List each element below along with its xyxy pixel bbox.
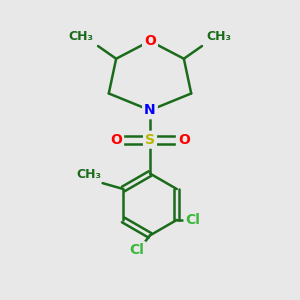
Text: CH₃: CH₃: [206, 30, 231, 43]
Text: CH₃: CH₃: [76, 168, 101, 181]
Text: Cl: Cl: [185, 213, 200, 227]
Text: O: O: [144, 34, 156, 48]
Text: N: N: [144, 103, 156, 117]
Text: CH₃: CH₃: [69, 30, 94, 43]
Text: Cl: Cl: [129, 243, 144, 257]
Text: O: O: [110, 133, 122, 147]
Text: O: O: [178, 133, 190, 147]
Text: S: S: [145, 133, 155, 147]
